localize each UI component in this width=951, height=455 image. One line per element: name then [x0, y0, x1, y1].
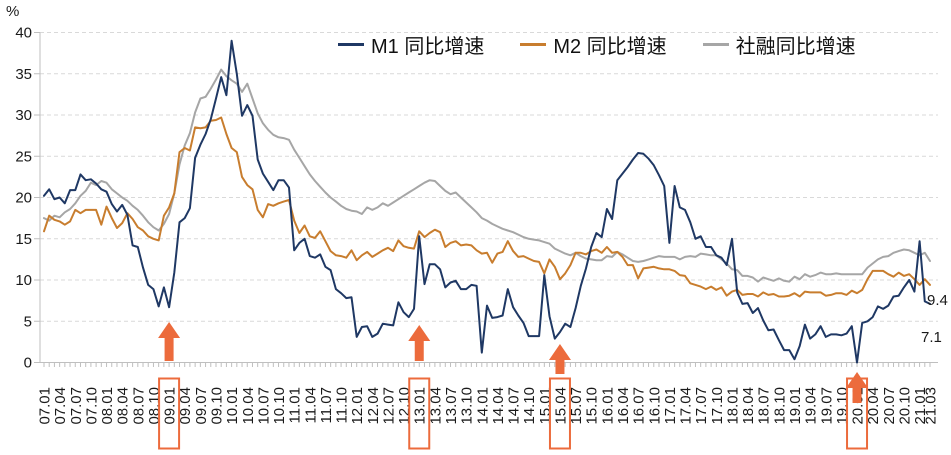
legend-item-m2: M2 同比增速 [520, 30, 667, 59]
x-tick-label-18.10: 18.10 [771, 387, 788, 425]
y-tick-label-5: 5 [24, 313, 32, 330]
y-axis-unit-label: % [6, 3, 19, 20]
up-arrow-20.01 [846, 372, 869, 403]
x-tick-label-07.04: 07.04 [52, 387, 69, 425]
x-tick-label-08.07: 08.07 [130, 387, 147, 425]
x-tick-label-10.04: 10.04 [240, 387, 257, 425]
x-tick-label-12.10: 12.10 [396, 387, 413, 425]
x-tick-label-15.07: 15.07 [568, 387, 585, 425]
y-tick-label-30: 30 [15, 107, 32, 124]
x-tick-label-18.07: 18.07 [756, 387, 773, 425]
legend-label-m1: M1 同比增速 [371, 36, 485, 58]
x-tick-label-10.01: 10.01 [224, 387, 241, 425]
x-tick-label-12.07: 12.07 [380, 387, 397, 425]
x-tick-label-10.10: 10.10 [271, 387, 288, 425]
y-tick-label-15: 15 [15, 231, 32, 248]
x-tick-label-07.01: 07.01 [37, 387, 54, 425]
x-tick-label-17.04: 17.04 [678, 387, 695, 425]
y-tick-label-40: 40 [15, 25, 32, 42]
x-tick-label-12.01: 12.01 [349, 387, 366, 425]
x-tick-label-17.10: 17.10 [709, 387, 726, 425]
x-tick-label-11.10: 11.10 [334, 387, 351, 423]
highlight-box-13.01 [408, 377, 431, 450]
x-tick-label-20.10: 20.10 [896, 387, 913, 425]
shero-line-swatch-icon [702, 43, 729, 46]
x-tick-label-14.01: 14.01 [474, 387, 491, 425]
legend-label-m2: M2 同比增速 [553, 36, 667, 58]
x-tick-label-12.04: 12.04 [365, 387, 382, 425]
x-tick-label-11.01: 11.01 [287, 387, 304, 423]
legend-label-shero: 社融同比增速 [735, 36, 856, 58]
x-tick-label-14.10: 14.10 [521, 387, 538, 425]
x-tick-label-13.04: 13.04 [427, 387, 444, 425]
x-tick-label-09.04: 09.04 [177, 387, 194, 425]
x-tick-label-14.04: 14.04 [490, 387, 507, 425]
y-tick-label-10: 10 [15, 272, 32, 289]
highlight-box-09.01 [158, 377, 181, 450]
x-tick-label-10.07: 10.07 [255, 387, 272, 425]
end-data-label-9.4: 9.4 [927, 292, 948, 309]
x-tick-label-08.04: 08.04 [115, 387, 132, 425]
legend-item-m1: M1 同比增速 [338, 30, 484, 59]
y-tick-label-25: 25 [15, 148, 32, 165]
highlight-box-15.04 [548, 377, 571, 450]
x-tick-label-13.01: 13.01 [412, 387, 429, 425]
x-tick-label-18.04: 18.04 [740, 387, 757, 425]
x-tick-label-09.07: 09.07 [193, 387, 210, 425]
x-tick-label-16.07: 16.07 [631, 387, 648, 425]
x-tick-label-19.10: 19.10 [834, 387, 851, 425]
y-tick-label-20: 20 [15, 190, 32, 207]
x-tick-label-07.07: 07.07 [68, 387, 85, 425]
y-tick-label-35: 35 [15, 66, 32, 83]
x-tick-label-15.04: 15.04 [552, 387, 569, 425]
x-tick-label-07.10: 07.10 [83, 387, 100, 425]
up-arrow-13.01 [408, 325, 431, 361]
x-tick-label-17.07: 17.07 [693, 387, 710, 425]
x-tick-label-08.01: 08.01 [99, 387, 116, 425]
x-tick-label-15.01: 15.01 [537, 387, 554, 425]
up-arrow-15.04 [548, 344, 571, 374]
x-tick-label-21.01: 21.01 [912, 387, 929, 425]
x-tick-label-11.04: 11.04 [302, 387, 319, 423]
x-tick-label-13.10: 13.10 [459, 387, 476, 425]
y-tick-label-0: 0 [24, 355, 32, 372]
m1-line-swatch-icon [338, 43, 364, 46]
x-tick-label-09.01: 09.01 [162, 387, 179, 425]
x-tick-label-20.07: 20.07 [881, 387, 898, 425]
x-tick-label-19.07: 19.07 [818, 387, 835, 425]
x-tick-label-16.10: 16.10 [646, 387, 663, 425]
legend-item-shero: 社融同比增速 [702, 30, 856, 59]
x-tick-label-16.01: 16.01 [599, 387, 616, 425]
series-line-shero [43, 68, 931, 283]
series-line-m2 [43, 116, 931, 298]
x-tick-label-13.07: 13.07 [443, 387, 460, 425]
end-data-label-7.1: 7.1 [921, 329, 942, 346]
x-tick-label-20.04: 20.04 [865, 387, 882, 425]
x-tick-label-09.10: 09.10 [208, 387, 225, 425]
x-tick-label-11.07: 11.07 [318, 387, 335, 423]
x-tick-label-14.07: 14.07 [506, 387, 523, 425]
x-tick-label-19.01: 19.01 [787, 387, 804, 425]
x-tick-label-16.04: 16.04 [615, 387, 632, 425]
m2-line-swatch-icon [520, 43, 547, 46]
x-tick-label-15.10: 15.10 [584, 387, 601, 425]
x-tick-label-08.10: 08.10 [146, 387, 163, 425]
x-tick-label-17.01: 17.01 [662, 387, 679, 425]
up-arrow-09.01 [158, 322, 181, 361]
x-tick-label-18.01: 18.01 [724, 387, 741, 425]
x-tick-label-21.03: 21.03 [923, 387, 940, 425]
x-tick-label-19.04: 19.04 [803, 387, 820, 425]
chart-legend: M1 同比增速 M2 同比增速 社融同比增速 [338, 30, 856, 59]
series-line-m1 [43, 39, 931, 364]
